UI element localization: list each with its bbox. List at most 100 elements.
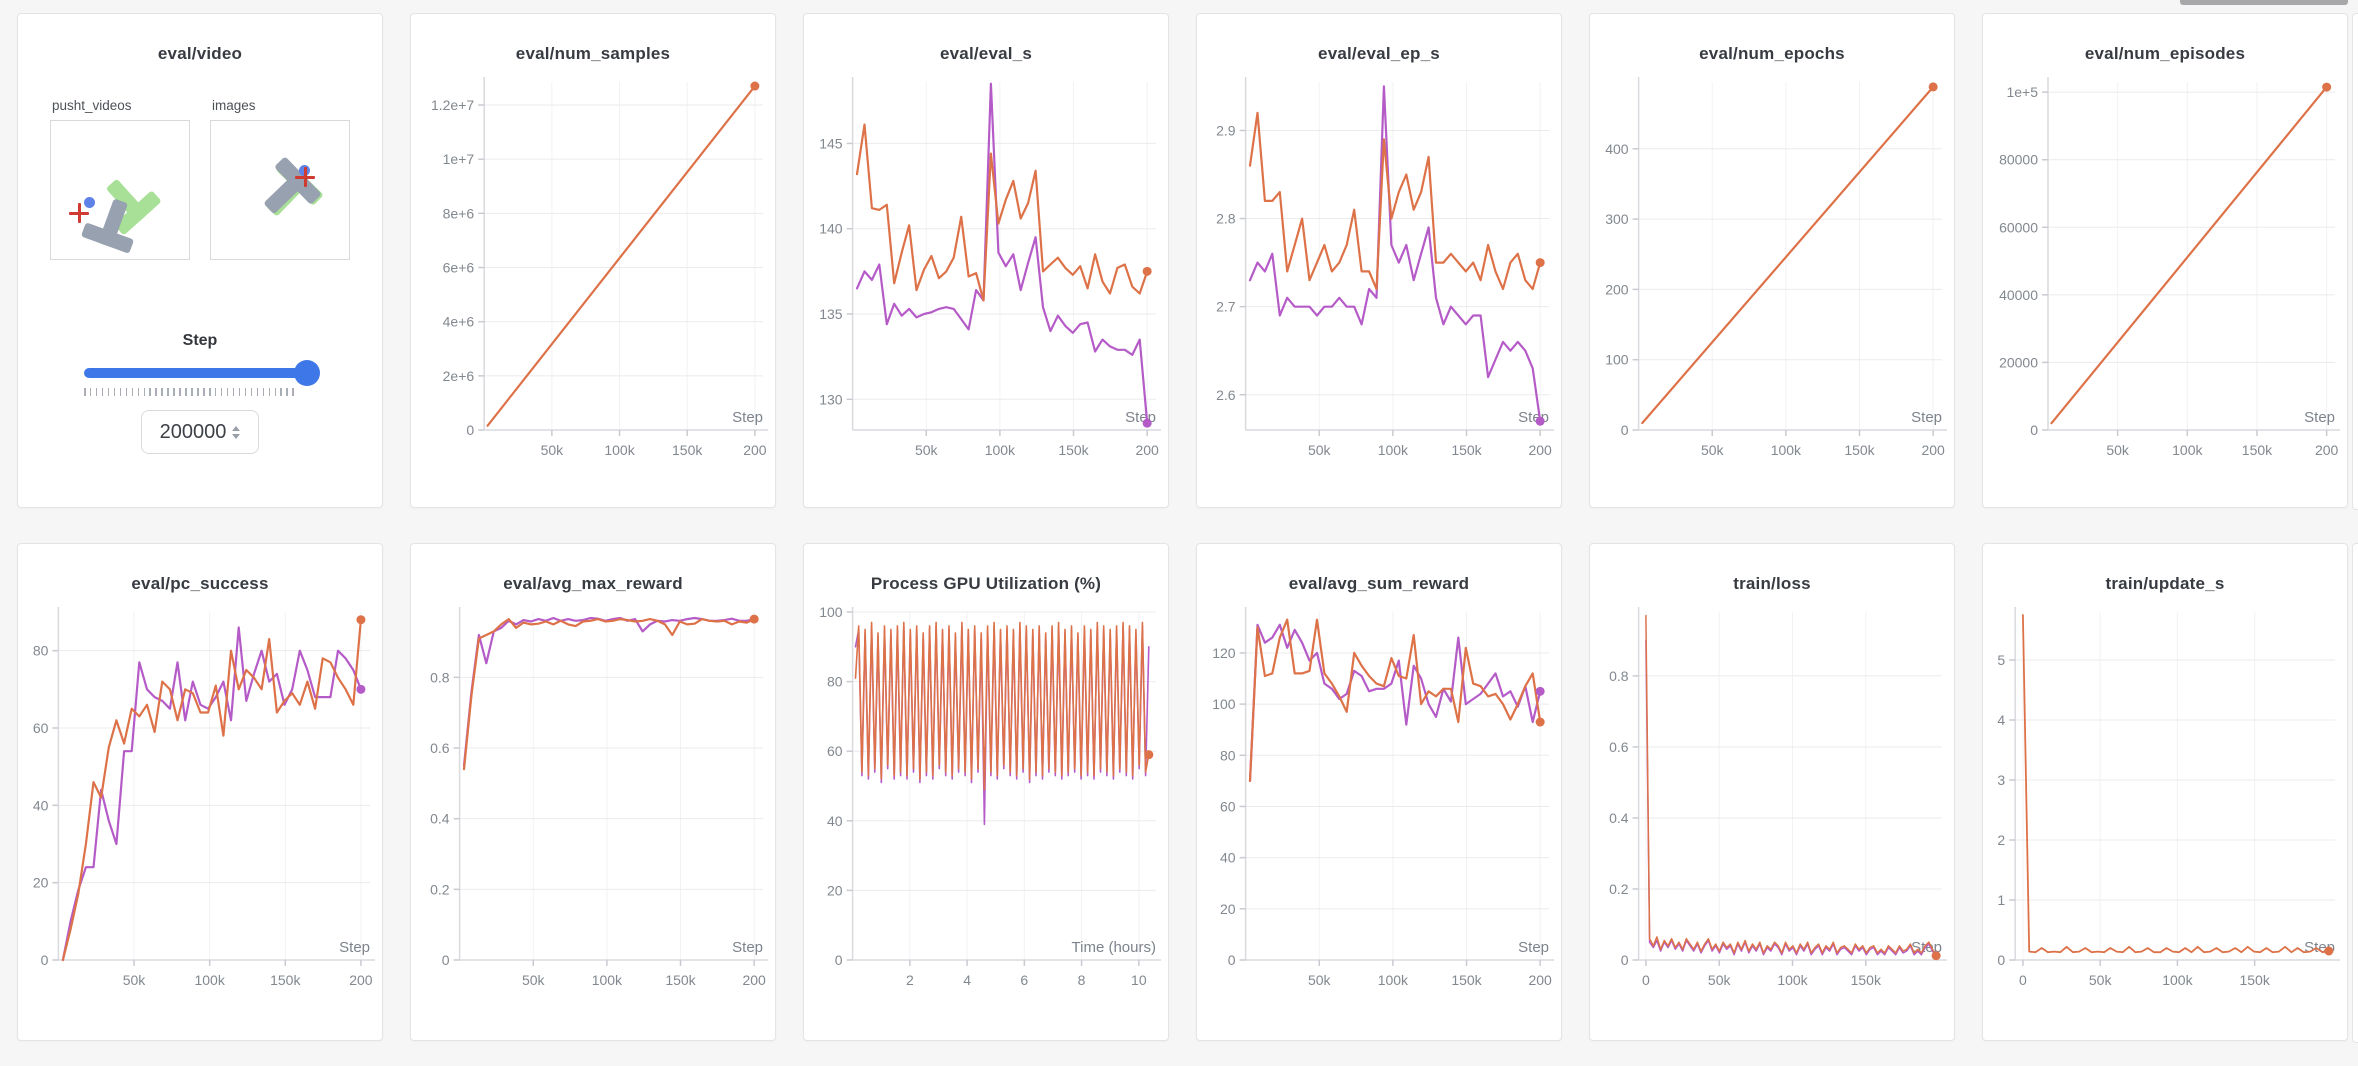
- chart-title: train/loss: [1733, 574, 1811, 593]
- svg-text:100: 100: [1605, 352, 1629, 368]
- svg-text:0: 0: [1997, 952, 2005, 968]
- panel-eval-video[interactable]: eval/video pusht_videos images: [17, 13, 383, 508]
- svg-text:200: 200: [1605, 281, 1629, 297]
- stepper-arrows[interactable]: [232, 425, 241, 439]
- svg-text:8: 8: [1078, 972, 1086, 988]
- chart-title: eval/pc_success: [131, 574, 269, 593]
- svg-text:0.8: 0.8: [1609, 668, 1629, 684]
- slider-handle[interactable]: [293, 360, 320, 386]
- svg-text:100k: 100k: [1378, 442, 1409, 458]
- svg-text:150k: 150k: [2239, 972, 2270, 988]
- svg-text:20: 20: [827, 882, 843, 898]
- chart-canvas[interactable]: 50k 100k 150k 200 0 20 40 60 80 Step: [18, 600, 384, 1000]
- panel-eval-num-episodes[interactable]: eval/num_episodes 50k 100k 150k 200 0 20000 40…: [1982, 13, 2348, 508]
- horizontal-scrollbar-thumb[interactable]: [2180, 0, 2348, 5]
- svg-text:150k: 150k: [665, 972, 696, 988]
- svg-text:0.8: 0.8: [430, 669, 450, 685]
- svg-text:100: 100: [1212, 696, 1236, 712]
- svg-text:80: 80: [33, 643, 49, 659]
- svg-text:400: 400: [1605, 141, 1629, 157]
- step-value[interactable]: 200000: [159, 420, 227, 443]
- panel-train-update-s[interactable]: train/update_s 0 50k 100k 150k 0 1 2 3 4 5 Step: [1982, 543, 2348, 1041]
- panel-eval-pc-success[interactable]: eval/pc_success 50k 100k 150k 200 0 20 40 60 80 S…: [17, 543, 383, 1041]
- chart-title: Process GPU Utilization (%): [870, 574, 1102, 593]
- svg-text:20: 20: [33, 875, 49, 891]
- svg-text:2.9: 2.9: [1216, 122, 1236, 138]
- svg-text:0: 0: [1642, 972, 1650, 988]
- step-slider[interactable]: [84, 360, 320, 386]
- svg-text:50k: 50k: [541, 442, 565, 458]
- chart-canvas[interactable]: 50k 100k 150k 200 0 100 200 300 400 Step: [1590, 70, 1956, 470]
- image-thumbnail[interactable]: [210, 120, 350, 260]
- panel-eval-eval-s[interactable]: eval/eval_s 50k 100k 150k 200 130 135 140 145 St…: [803, 13, 1169, 508]
- panel-eval-num-samples[interactable]: eval/num_samples 50k 100k 150k 200 0 2e+6 4e+6…: [410, 13, 776, 508]
- svg-text:145: 145: [819, 135, 843, 151]
- svg-text:0: 0: [466, 422, 474, 438]
- svg-text:0: 0: [41, 952, 49, 968]
- svg-text:80: 80: [827, 674, 843, 690]
- media-label: images: [212, 98, 256, 113]
- svg-text:300: 300: [1605, 211, 1629, 227]
- svg-text:40000: 40000: [1999, 287, 2038, 303]
- svg-text:60: 60: [1220, 798, 1236, 814]
- slider-tick-marks: [84, 388, 294, 396]
- svg-text:1e+7: 1e+7: [443, 151, 475, 167]
- svg-text:200: 200: [2315, 442, 2339, 458]
- svg-text:100k: 100k: [604, 442, 635, 458]
- svg-text:2.8: 2.8: [1216, 211, 1236, 227]
- chart-title: eval/avg_max_reward: [503, 574, 683, 593]
- svg-text:100k: 100k: [1777, 972, 1808, 988]
- svg-text:130: 130: [819, 391, 843, 407]
- svg-text:200: 200: [742, 972, 766, 988]
- svg-text:Time (hours): Time (hours): [1072, 939, 1156, 956]
- svg-text:Step: Step: [1518, 409, 1549, 426]
- step-number-input[interactable]: 200000: [141, 410, 259, 454]
- svg-text:200: 200: [1528, 972, 1552, 988]
- svg-text:40: 40: [1220, 850, 1236, 866]
- svg-text:0: 0: [1621, 422, 1629, 438]
- panel-eval-avg-max-reward[interactable]: eval/avg_max_reward 50k 100k 150k 200 0 0.2 0.…: [410, 543, 776, 1041]
- chart-canvas[interactable]: 50k 100k 150k 200 0 20 40 60 80 100 120 Step: [1197, 600, 1563, 1000]
- panel-eval-num-epochs[interactable]: eval/num_epochs 50k 100k 150k 200 0 100 200 300…: [1589, 13, 1955, 508]
- panel-eval-eval-ep-s[interactable]: eval/eval_ep_s 50k 100k 150k 200 2.6 2.7 2.8 2.…: [1196, 13, 1562, 508]
- chart-title: eval/num_samples: [515, 44, 671, 63]
- svg-text:1.2e+7: 1.2e+7: [431, 97, 474, 113]
- svg-text:60000: 60000: [1999, 219, 2038, 235]
- svg-text:0.4: 0.4: [430, 811, 450, 827]
- svg-text:150k: 150k: [1451, 972, 1482, 988]
- svg-text:40: 40: [827, 813, 843, 829]
- svg-text:0.2: 0.2: [430, 881, 450, 897]
- media-label: pusht_videos: [52, 98, 132, 113]
- slider-track[interactable]: [84, 368, 316, 378]
- svg-text:50k: 50k: [1708, 972, 1732, 988]
- clipped-panel-edge: [2352, 13, 2358, 510]
- decrement-icon[interactable]: [232, 433, 241, 439]
- svg-text:100k: 100k: [592, 972, 623, 988]
- svg-text:0: 0: [2030, 422, 2038, 438]
- svg-text:2e+6: 2e+6: [443, 368, 475, 384]
- chart-canvas[interactable]: 50k 100k 150k 200 0 20000 40000 60000 80000 1e+5 S…: [1983, 70, 2349, 470]
- svg-text:5: 5: [1997, 652, 2005, 668]
- svg-text:0.6: 0.6: [1609, 739, 1629, 755]
- increment-icon[interactable]: [232, 425, 241, 431]
- svg-text:2.6: 2.6: [1216, 387, 1236, 403]
- svg-text:6e+6: 6e+6: [443, 260, 475, 276]
- svg-text:135: 135: [819, 306, 843, 322]
- panel-gpu-utilization[interactable]: Process GPU Utilization (%) 2 4 6 8 10 0 20 40 6…: [803, 543, 1169, 1041]
- video-thumbnail-pusht[interactable]: [50, 120, 190, 260]
- svg-text:50k: 50k: [123, 972, 147, 988]
- chart-canvas[interactable]: 50k 100k 150k 200 2.6 2.7 2.8 2.9 Step: [1197, 70, 1563, 470]
- svg-text:50k: 50k: [2106, 442, 2130, 458]
- panel-train-loss[interactable]: train/loss 0 50k 100k 150k 0 0.2 0.4 0.6 0.8 Step: [1589, 543, 1955, 1041]
- chart-canvas[interactable]: 50k 100k 150k 200 0 2e+6 4e+6 6e+6 8e+6 1e+7 1.2e+…: [411, 70, 777, 470]
- svg-text:100: 100: [819, 604, 843, 620]
- chart-canvas[interactable]: 50k 100k 150k 200 0 0.2 0.4 0.6 0.8 Step: [411, 600, 777, 1000]
- goal-cross-icon: [295, 167, 315, 187]
- svg-text:120: 120: [1212, 645, 1236, 661]
- svg-text:200: 200: [1135, 442, 1159, 458]
- panel-eval-avg-sum-reward[interactable]: eval/avg_sum_reward 50k 100k 150k 200 0 20 40 6…: [1196, 543, 1562, 1041]
